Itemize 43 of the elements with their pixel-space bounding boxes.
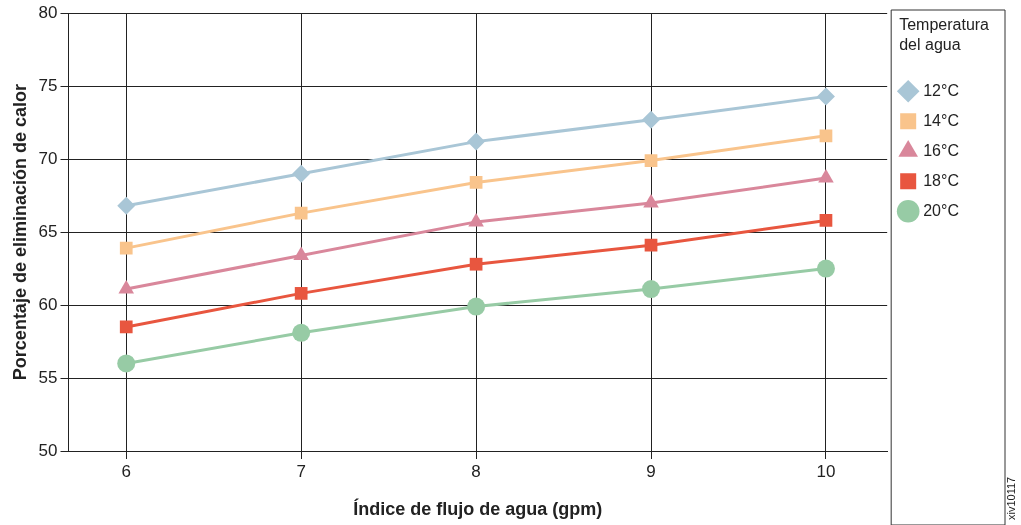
point [292, 164, 311, 183]
point [644, 154, 658, 167]
point [119, 241, 133, 255]
point [467, 132, 486, 151]
point [818, 169, 834, 183]
text: xiv10117 [1005, 476, 1018, 520]
point [292, 323, 311, 342]
point [467, 297, 486, 316]
y-tick-label: 80 [38, 2, 58, 22]
point [642, 280, 661, 299]
point [117, 196, 136, 215]
legend-label: 20°C [923, 201, 959, 219]
y-tick-label: 75 [38, 75, 58, 95]
x-axis-title: Índice de flujo de agua (gpm) [353, 498, 603, 520]
point [119, 320, 133, 334]
point [118, 280, 135, 294]
point [819, 214, 833, 227]
x-tick-label: 6 [121, 461, 131, 481]
point [469, 257, 483, 271]
y-tick-label: 55 [38, 367, 58, 387]
x-tick-label: 8 [471, 461, 481, 481]
legend-label: 18°C [923, 171, 959, 189]
point [642, 110, 661, 129]
y-tick-label: 60 [38, 294, 58, 314]
legend-label: 14°C [923, 111, 959, 129]
y-tick-label: 70 [38, 148, 58, 168]
y-axis-title: Porcentaje de eliminación de calor [9, 84, 30, 381]
y-tick-label: 65 [38, 221, 58, 241]
x-tick-label: 7 [296, 461, 306, 481]
point [469, 176, 483, 189]
legend-label: 16°C [923, 141, 959, 159]
point [819, 129, 833, 143]
y-tick-label: 50 [38, 440, 58, 460]
point [294, 287, 308, 300]
legend-title: Temperatura del agua [899, 16, 990, 54]
x-tick-label: 9 [646, 461, 656, 481]
point [644, 238, 658, 252]
x-tick-label: 10 [816, 461, 836, 481]
point [117, 354, 136, 373]
point [816, 87, 835, 106]
point [294, 206, 308, 220]
legend-label: 12°C [923, 81, 959, 99]
point [816, 259, 835, 278]
